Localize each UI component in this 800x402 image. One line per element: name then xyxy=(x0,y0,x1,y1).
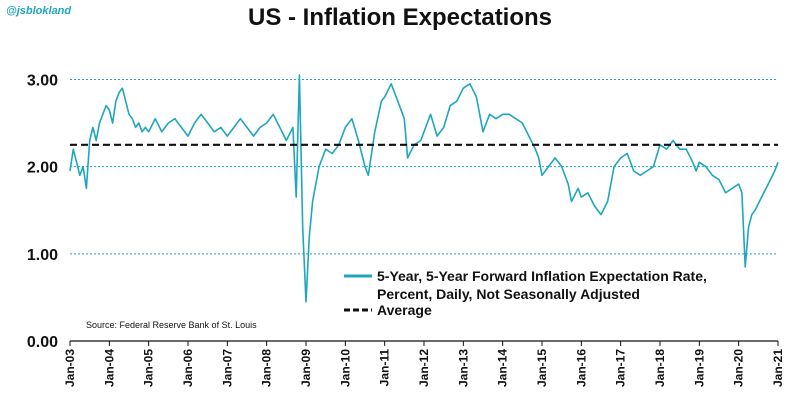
y-tick-label: 0.00 xyxy=(27,334,58,351)
legend-label-inflation: Percent, Daily, Not Seasonally Adjusted xyxy=(377,286,640,302)
x-tick-label: Jan-07 xyxy=(220,349,234,387)
legend: 5-Year, 5-Year Forward Inflation Expecta… xyxy=(344,268,707,318)
x-tick-label: Jan-05 xyxy=(142,349,156,387)
y-axis-ticks: 0.00 1.00 2.00 3.00 xyxy=(27,72,58,351)
x-tick-label: Jan-13 xyxy=(456,349,470,387)
x-tick-label: Jan-20 xyxy=(732,349,746,387)
x-tick-label: Jan-06 xyxy=(181,349,195,387)
x-tick-label: Jan-15 xyxy=(535,349,549,387)
x-tick-label: Jan-19 xyxy=(692,349,706,387)
author-handle: @jsblokland xyxy=(6,5,72,17)
source-note: Source: Federal Reserve Bank of St. Loui… xyxy=(86,320,257,330)
x-tick-label: Jan-14 xyxy=(496,349,510,387)
x-tick-label: Jan-03 xyxy=(63,349,77,387)
x-tick-label: Jan-08 xyxy=(260,349,274,387)
x-tick-label: Jan-09 xyxy=(299,349,313,387)
y-tick-label: 3.00 xyxy=(27,72,58,89)
x-tick-label: Jan-18 xyxy=(653,349,667,387)
legend-label-inflation: 5-Year, 5-Year Forward Inflation Expecta… xyxy=(377,268,707,284)
x-tick-label: Jan-17 xyxy=(614,349,628,387)
chart-title: US - Inflation Expectations xyxy=(247,4,553,31)
y-tick-label: 2.00 xyxy=(27,160,58,177)
x-tick-label: Jan-12 xyxy=(417,349,431,387)
x-tick-label: Jan-11 xyxy=(378,349,392,387)
plot-area xyxy=(69,74,779,303)
series-line-inflation-expectation xyxy=(69,74,779,303)
x-tick-label: Jan-04 xyxy=(102,349,116,387)
x-axis-ticks: Jan-03 Jan-04 Jan-05 Jan-06 Jan-07 Jan-08 Jan-… xyxy=(63,341,785,387)
y-tick-label: 1.00 xyxy=(27,247,58,264)
x-tick-label: Jan-21 xyxy=(771,349,785,387)
x-tick-label: Jan-10 xyxy=(338,349,352,387)
x-tick-label: Jan-16 xyxy=(574,349,588,387)
legend-label-average: Average xyxy=(377,302,432,318)
